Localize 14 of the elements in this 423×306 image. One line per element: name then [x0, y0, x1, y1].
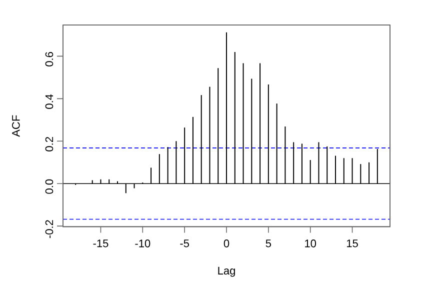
x-tick-label: 15: [346, 240, 358, 248]
y-tick-label: 0.4: [45, 94, 54, 109]
x-tick-label: -10: [135, 240, 150, 248]
x-tick-label: 5: [266, 240, 272, 248]
y-tick-label: 0.6: [45, 52, 54, 66]
y-tick-label: -0.2: [45, 220, 54, 238]
x-tick-label: -15: [93, 240, 108, 248]
y-axis-title: ACF: [12, 115, 20, 137]
y-tick-label: 0.0: [45, 179, 54, 194]
x-axis-title: Lag: [218, 266, 235, 277]
x-tick-label: 0: [224, 240, 230, 248]
x-tick-label: -5: [180, 240, 190, 248]
y-tick-label: 0.2: [45, 137, 54, 152]
x-tick-label: 10: [305, 240, 316, 248]
